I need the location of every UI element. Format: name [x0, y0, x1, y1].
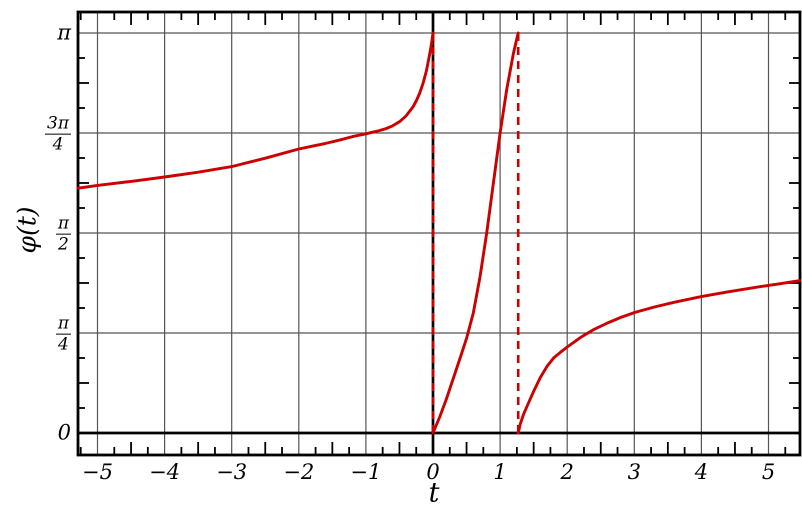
x-tick-label: 5 — [761, 460, 776, 484]
x-tick-label: 0 — [426, 460, 440, 484]
x-axis-label: t — [428, 477, 440, 509]
x-tick-label: 1 — [493, 460, 507, 484]
x-tick-label: −2 — [283, 460, 315, 484]
y-tick-label: 0 — [57, 420, 71, 445]
x-tick-label: 4 — [694, 460, 709, 484]
phase-branch-left — [76, 31, 435, 190]
phase-branch-right — [516, 279, 802, 435]
phase-branch-middle — [431, 31, 520, 435]
x-tick-label: −3 — [216, 460, 248, 484]
x-tick-label: −5 — [82, 460, 113, 484]
x-tick-label: −4 — [149, 460, 181, 484]
x-tick-label: −1 — [350, 460, 382, 484]
x-tick-label: 3 — [627, 460, 641, 484]
x-tick-label: 2 — [560, 460, 574, 484]
y-tick-label: π — [57, 20, 71, 45]
y-axis-label: φ(t) — [12, 206, 42, 254]
y-tick-label: 3π 4 — [45, 113, 71, 155]
plot-frame — [76, 10, 802, 457]
